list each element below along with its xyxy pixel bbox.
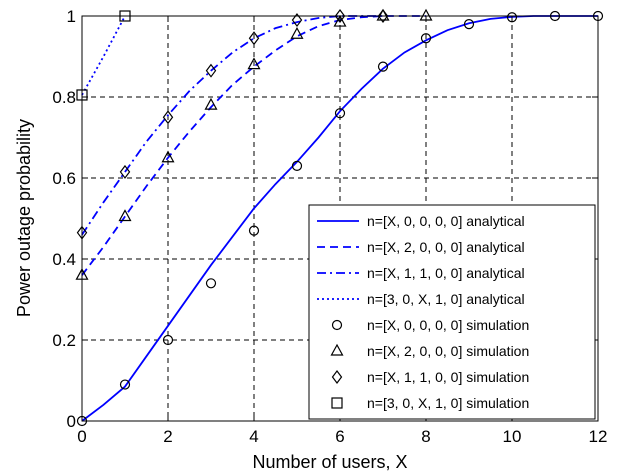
y-tick-label: 0.8 xyxy=(52,88,76,107)
legend-entry-label: n=[X, 1, 1, 0, 0] analytical xyxy=(367,265,525,281)
series-line-3 xyxy=(81,15,383,236)
marker-triangle-series-6 xyxy=(376,8,390,21)
y-tick-label: 0.4 xyxy=(52,250,76,269)
marker-diamond-series-7 xyxy=(248,31,260,46)
legend-marker-circle xyxy=(331,319,343,331)
x-tick-label: 6 xyxy=(335,427,344,446)
legend: n=[X, 0, 0, 0, 0] analytical n=[X, 2, 0, … xyxy=(308,204,596,420)
legend-entry-label: n=[X, 1, 1, 0, 0] simulation xyxy=(367,369,529,385)
marker-triangle-series-6 xyxy=(161,150,175,163)
marker-diamond-series-7 xyxy=(162,110,174,125)
legend-marker-diamond xyxy=(331,370,343,384)
y-tick-label: 1 xyxy=(67,7,76,26)
legend-entry-label: n=[X, 0, 0, 0, 0] analytical xyxy=(367,213,525,229)
marker-circle-series-5 xyxy=(463,19,475,30)
legend-entry-label: n=[X, 2, 0, 0, 0] simulation xyxy=(367,343,529,359)
y-tick-label: 0.2 xyxy=(52,331,76,350)
x-tick-label: 12 xyxy=(589,427,608,446)
x-axis-label: Number of users, X xyxy=(252,452,407,472)
x-tick-label: 2 xyxy=(163,427,172,446)
marker-circle-series-5 xyxy=(420,33,432,44)
marker-circle-series-5 xyxy=(119,379,131,390)
legend-entry-label: n=[3, 0, X, 1, 0] analytical xyxy=(367,291,525,307)
marker-circle-series-5 xyxy=(162,334,174,346)
legend-entry-label: n=[3, 0, X, 1, 0] simulation xyxy=(367,395,529,411)
legend-entry-label: n=[X, 0, 0, 0, 0] simulation xyxy=(367,317,529,333)
marker-triangle-series-6 xyxy=(333,14,347,27)
x-tick-label: 8 xyxy=(421,427,430,446)
x-tick-label: 4 xyxy=(249,427,258,446)
marker-circle-series-5 xyxy=(291,160,303,171)
marker-circle-series-5 xyxy=(377,61,389,72)
marker-triangle-series-6 xyxy=(247,57,261,70)
legend-entry-label: n=[X, 2, 0, 0, 0] analytical xyxy=(367,239,525,255)
marker-circle-series-5 xyxy=(248,225,260,236)
marker-triangle-series-6 xyxy=(118,209,132,222)
ticks: 0 2 4 6 8 10 12 0 0.2 0.4 0.6 0.8 1 xyxy=(52,7,607,446)
marker-triangle-series-6 xyxy=(204,97,218,110)
marker-triangle-series-6 xyxy=(290,26,304,39)
series-line-2 xyxy=(81,15,426,276)
y-axis-label: Power outage probability xyxy=(14,119,34,317)
marker-diamond-series-7 xyxy=(291,13,303,28)
marker-diamond-series-7 xyxy=(205,63,217,78)
legend-box xyxy=(308,204,596,420)
marker-diamond-series-7 xyxy=(377,9,389,23)
y-tick-label: 0.6 xyxy=(52,169,76,188)
x-tick-label: 0 xyxy=(77,427,86,446)
marker-circle-series-5 xyxy=(334,108,346,119)
y-tick-label: 0 xyxy=(67,412,76,431)
x-tick-label: 10 xyxy=(503,427,522,446)
legend-marker-triangle xyxy=(330,343,344,356)
legend-marker-square xyxy=(331,397,343,409)
marker-circle-series-5 xyxy=(205,278,217,289)
marker-diamond-series-7 xyxy=(119,164,131,179)
